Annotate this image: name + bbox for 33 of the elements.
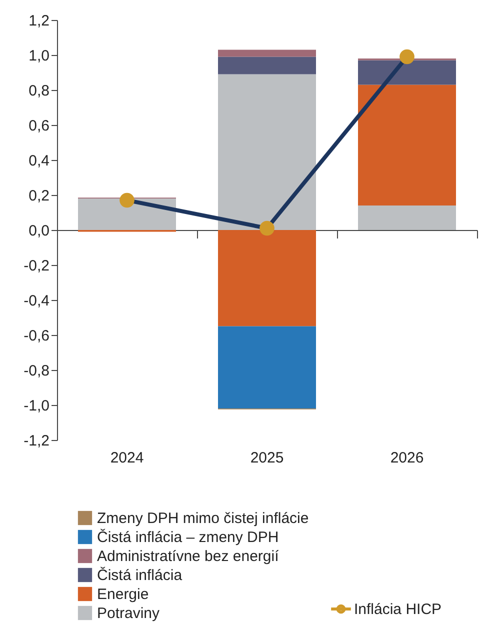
bar <box>358 60 456 85</box>
x-tick-label: 2024 <box>110 450 144 466</box>
x-tick-label: 2025 <box>250 450 284 466</box>
bar <box>218 326 316 408</box>
legend-label: Zmeny DPH mimo čistej inflácie <box>97 510 309 527</box>
y-tick-label: -1,2 <box>24 432 50 450</box>
y-tick-label: 0,6 <box>28 118 50 134</box>
bar <box>218 50 316 57</box>
legend-label: Inflácia HICP <box>354 601 442 618</box>
y-tick-label: 0,8 <box>28 82 50 100</box>
point <box>120 192 134 208</box>
point <box>260 220 274 236</box>
y-tick-label: 0,0 <box>28 222 50 240</box>
y-tick-label: -1,0 <box>24 398 50 414</box>
point <box>400 49 414 64</box>
bar <box>358 206 456 230</box>
y-tick-label: 1,0 <box>28 48 50 64</box>
y-tick-label: -0,4 <box>24 292 50 310</box>
y-tick-label: -0,8 <box>24 362 50 380</box>
legend-label: Potraviny <box>97 605 160 622</box>
legend-label: Čistá inflácia <box>97 566 183 584</box>
bar <box>78 198 176 230</box>
y-tick-label: -0,2 <box>24 258 50 274</box>
y-tick-label: 0,2 <box>28 188 50 204</box>
legend-label: Administratívne bez energií <box>97 548 280 565</box>
bar <box>218 56 316 74</box>
y-tick-label: 1,2 <box>28 12 50 30</box>
bar <box>218 230 316 326</box>
legend-label: Energie <box>97 586 149 603</box>
legend-label: Čistá inflácia – zmeny DPH <box>97 528 279 546</box>
x-tick-label: 2026 <box>390 450 424 466</box>
y-tick-label: -0,6 <box>24 328 50 344</box>
y-tick-label: 0,4 <box>28 152 50 170</box>
